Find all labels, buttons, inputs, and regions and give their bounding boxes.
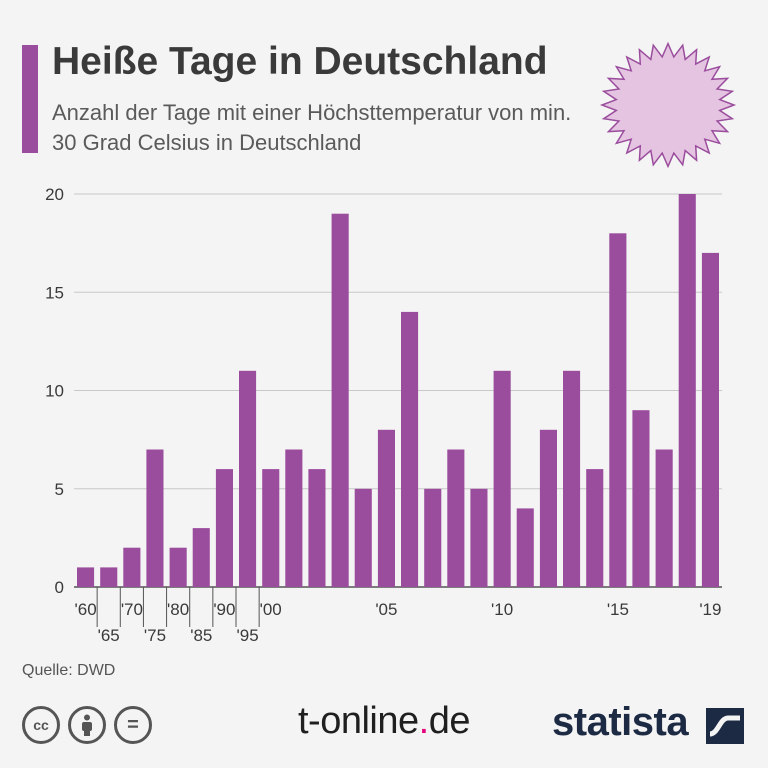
bar-2013 [563,370,581,587]
bar-1985 [192,528,210,587]
bar-2011 [516,508,534,587]
accent-bar [22,45,38,153]
tonline-name: t-online [298,700,419,742]
y-axis-ticks: 0 5 10 15 20 [45,185,64,597]
x-tick-label: '80 [167,600,189,619]
x-tick-label: '00 [260,600,282,619]
bar-2019 [701,252,719,587]
y-tick-label: 5 [55,480,64,499]
x-tick-label: '70 [121,600,143,619]
bars [77,194,719,588]
bar-1990 [215,469,233,587]
cc-icon: cc [22,706,60,744]
x-tick-label: '75 [144,626,166,645]
bar-2009 [470,488,488,588]
bar-2004 [354,488,372,588]
x-tick-label: '85 [190,626,212,645]
bar-2008 [447,449,465,587]
bar-2010 [493,370,511,587]
bar-1970 [123,547,141,587]
statista-logo-icon [706,708,744,744]
bar-2003 [331,213,349,587]
x-tick-label: '05 [375,600,397,619]
tonline-tld: de [428,700,471,742]
sun-icon [599,41,737,169]
sun-shape [599,41,737,169]
x-axis-ticks: '60'65'70'75'80'85'90'95'00 '05 '10 '15 '19 [75,587,721,645]
x-tick-label: '65 [98,626,120,645]
bar-2000 [262,469,280,587]
license-icons: cc = [22,706,152,748]
bar-1960 [77,567,95,587]
bar-2012 [539,429,557,587]
bar-1995 [239,370,257,587]
bar-1975 [146,449,164,587]
bar-2002 [308,469,326,587]
y-tick-label: 10 [45,382,64,401]
y-tick-label: 0 [55,578,64,597]
bar-2001 [285,449,303,587]
bar-2014 [586,469,604,587]
x-tick-label: '15 [607,600,629,619]
x-tick-label: '90 [213,600,235,619]
x-tick-label: '10 [491,600,513,619]
person-icon [82,714,92,736]
bar-2015 [609,233,627,588]
nd-icon: = [114,706,152,744]
tonline-dot: . [418,700,430,742]
x-tick-label: '60 [75,600,97,619]
bar-2005 [377,429,395,587]
bar-2016 [632,410,650,587]
chart-title: Heiße Tage in Deutschland [52,40,548,83]
bar-2007 [424,488,442,588]
statista-logo-text: statista [552,700,689,744]
source-note: Quelle: DWD [22,662,116,679]
y-tick-label: 20 [45,185,64,204]
bar-2018 [678,194,696,587]
bar-1980 [169,547,187,587]
y-tick-label: 15 [45,283,64,302]
bar-1965 [100,567,118,587]
tonline-logo: t-online.de [298,700,470,743]
bar-2017 [655,449,673,587]
x-tick-label: '19 [699,600,721,619]
bar-2006 [401,311,419,587]
chart-subtitle: Anzahl der Tage mit einer Höchsttemperat… [52,100,572,155]
by-icon [68,706,106,744]
x-tick-label: '95 [237,626,259,645]
